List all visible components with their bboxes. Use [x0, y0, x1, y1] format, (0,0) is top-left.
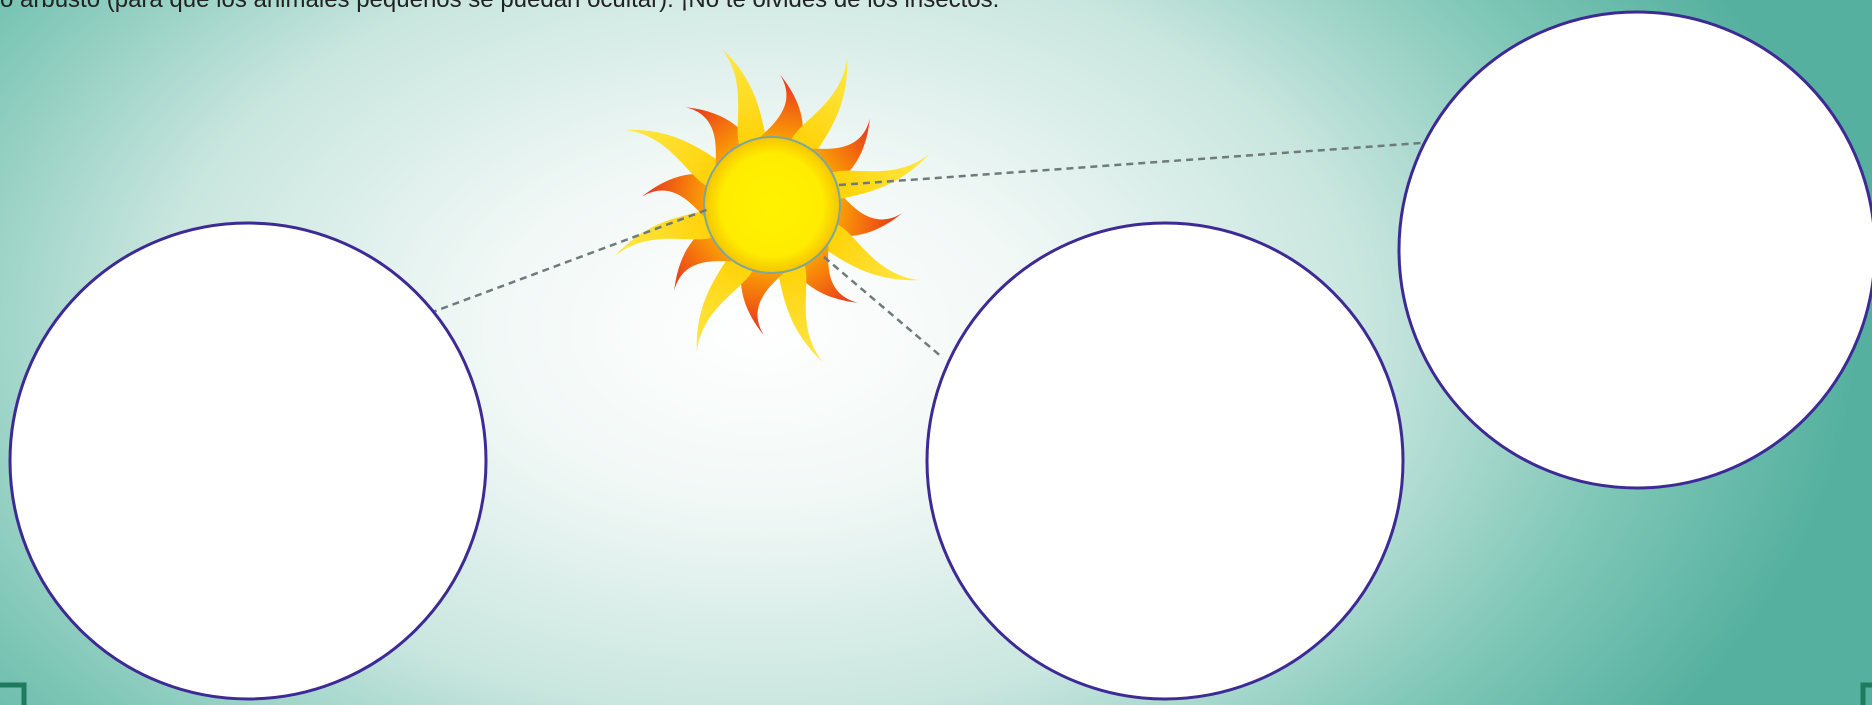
corner-mark	[0, 685, 24, 705]
drawing-circle[interactable]	[10, 223, 486, 699]
drawing	[0, 0, 1872, 705]
dashed-connector	[430, 209, 709, 313]
sun	[704, 137, 840, 273]
dashed-connector	[839, 143, 1421, 185]
worksheet: o arbusto (para que los animales pequeño…	[0, 0, 1872, 705]
corner-mark	[1863, 685, 1872, 705]
drawing-circle[interactable]	[1399, 12, 1872, 488]
drawing-circle[interactable]	[927, 223, 1403, 699]
